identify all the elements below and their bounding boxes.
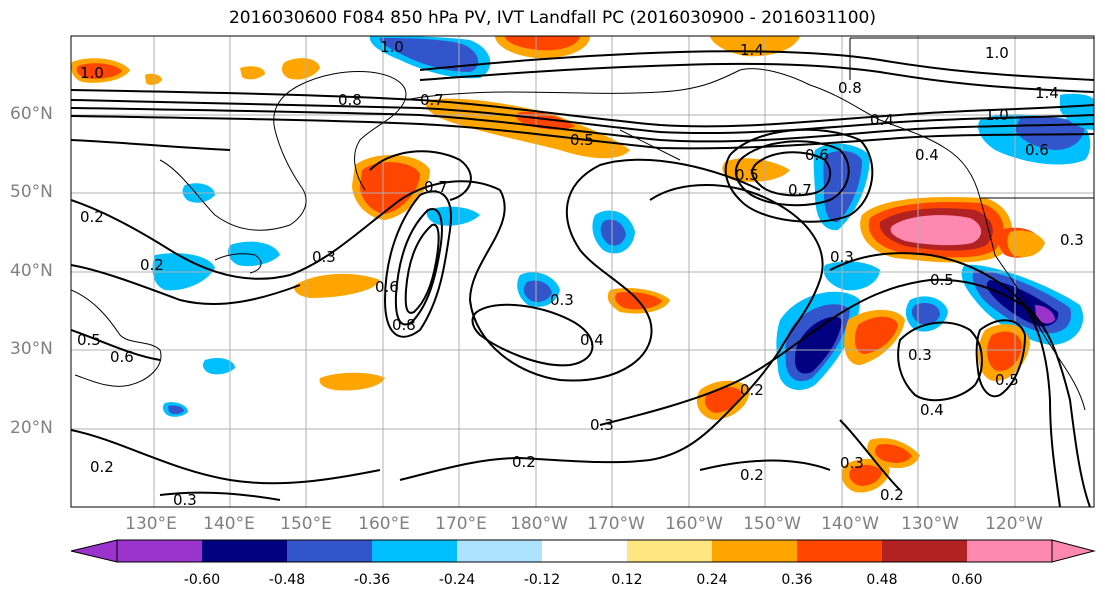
colorbar-tick-label: -0.12	[523, 572, 561, 588]
colorbar-tick-label: -0.24	[438, 572, 476, 588]
lon-label: 170°E	[435, 514, 487, 534]
contour-label: 0.7	[424, 178, 448, 196]
lon-label: 140°W	[821, 514, 879, 534]
contour-label: 0.2	[140, 256, 164, 274]
lon-label: 130°E	[125, 514, 177, 534]
colorbar-tick-label: 0.12	[611, 572, 643, 588]
map-title: 2016030600 F084 850 hPa PV, IVT Landfall…	[228, 8, 876, 28]
contour-label: 0.4	[920, 401, 944, 419]
contour-label: 0.3	[830, 248, 854, 266]
contour-label: 1.0	[985, 106, 1009, 124]
contour-label: 0.6	[805, 146, 829, 164]
contour-label: 0.2	[512, 453, 536, 471]
lon-label: 150°E	[280, 514, 332, 534]
contour-label: 0.3	[590, 416, 614, 434]
colorbar-tick-label: 0.36	[781, 572, 813, 588]
colorbar-tick-label: 0.48	[866, 572, 898, 588]
contour-label: 0.7	[788, 181, 812, 199]
contour-label: 0.5	[570, 131, 594, 149]
lon-label: 120°W	[985, 514, 1043, 534]
shaded-anomalies	[71, 36, 1094, 493]
contour-label: 0.4	[915, 146, 939, 164]
contour-label: 0.6	[1025, 141, 1049, 159]
contour-label: 0.3	[312, 248, 336, 266]
contour-label: 0.3	[550, 291, 574, 309]
contour-label: 1.0	[985, 44, 1009, 62]
map-frame	[70, 35, 1095, 508]
contour-label: 0.3	[1060, 231, 1084, 249]
contour-label: 1.0	[380, 38, 404, 56]
contour-label: 0.8	[338, 91, 362, 109]
map-panel: 1.0 1.0 1.4 1.0 1.4 1.0 0.8 0.7 0.8 0.5 …	[71, 36, 1094, 509]
lon-label: 130°W	[901, 514, 959, 534]
contour-label: 0.8	[838, 79, 862, 97]
contour-labels: 1.0 1.0 1.4 1.0 1.4 1.0 0.8 0.7 0.8 0.5 …	[77, 38, 1084, 509]
contour-label: 0.4	[580, 331, 604, 349]
contour-label: 1.4	[1035, 84, 1059, 102]
graticule	[71, 36, 1094, 507]
contour-label: 1.0	[80, 64, 104, 82]
contour-label: 0.2	[90, 458, 114, 476]
colorbar-tick-label: 0.60	[951, 572, 983, 588]
lon-label: 180°W	[510, 514, 568, 534]
contour-label: 1.4	[740, 41, 764, 59]
colorbar-tick-label: -0.60	[183, 572, 221, 588]
colorbar-extend-high	[1051, 539, 1096, 563]
contour-label: 0.3	[840, 454, 864, 472]
lat-label: 50°N	[10, 182, 53, 202]
colorbar-tick-label: 0.24	[696, 572, 728, 588]
lon-label: 160°W	[665, 514, 723, 534]
contour-label: 0.5	[735, 166, 759, 184]
contour-label: 0.3	[173, 491, 197, 509]
contour-label: 0.4	[870, 111, 894, 129]
contour-label: 0.5	[995, 371, 1019, 389]
colorbar	[70, 539, 1096, 563]
pv-contours	[71, 50, 1094, 507]
colorbar-tick-label: -0.48	[268, 572, 306, 588]
lat-label: 60°N	[10, 104, 53, 124]
contour-label: 0.2	[80, 208, 104, 226]
contour-label: 0.5	[930, 271, 954, 289]
contour-label: 0.3	[908, 346, 932, 364]
contour-label: 0.8	[392, 316, 416, 334]
lat-label: 40°N	[10, 261, 53, 281]
colorbar-tick-label: -0.36	[353, 572, 391, 588]
contour-label: 0.5	[77, 331, 101, 349]
lon-label: 160°E	[358, 514, 410, 534]
contour-label: 0.2	[740, 466, 764, 484]
contour-label: 0.6	[110, 348, 134, 366]
contour-label: 0.2	[740, 381, 764, 399]
lat-label: 20°N	[10, 418, 53, 438]
lon-label: 150°W	[743, 514, 801, 534]
lon-label: 140°E	[203, 514, 255, 534]
contour-label: 0.2	[880, 486, 904, 504]
lat-label: 30°N	[10, 339, 53, 359]
contour-label: 0.7	[420, 91, 444, 109]
lon-label: 170°W	[587, 514, 645, 534]
contour-label: 0.6	[375, 278, 399, 296]
colorbar-extend-low	[70, 539, 118, 563]
